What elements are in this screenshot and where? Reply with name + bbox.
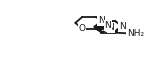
Text: NH₂: NH₂ <box>127 29 144 38</box>
Text: N: N <box>105 21 111 30</box>
Text: N: N <box>98 16 105 25</box>
Text: O: O <box>79 24 86 33</box>
Text: N: N <box>107 23 114 32</box>
Text: N: N <box>119 22 125 31</box>
